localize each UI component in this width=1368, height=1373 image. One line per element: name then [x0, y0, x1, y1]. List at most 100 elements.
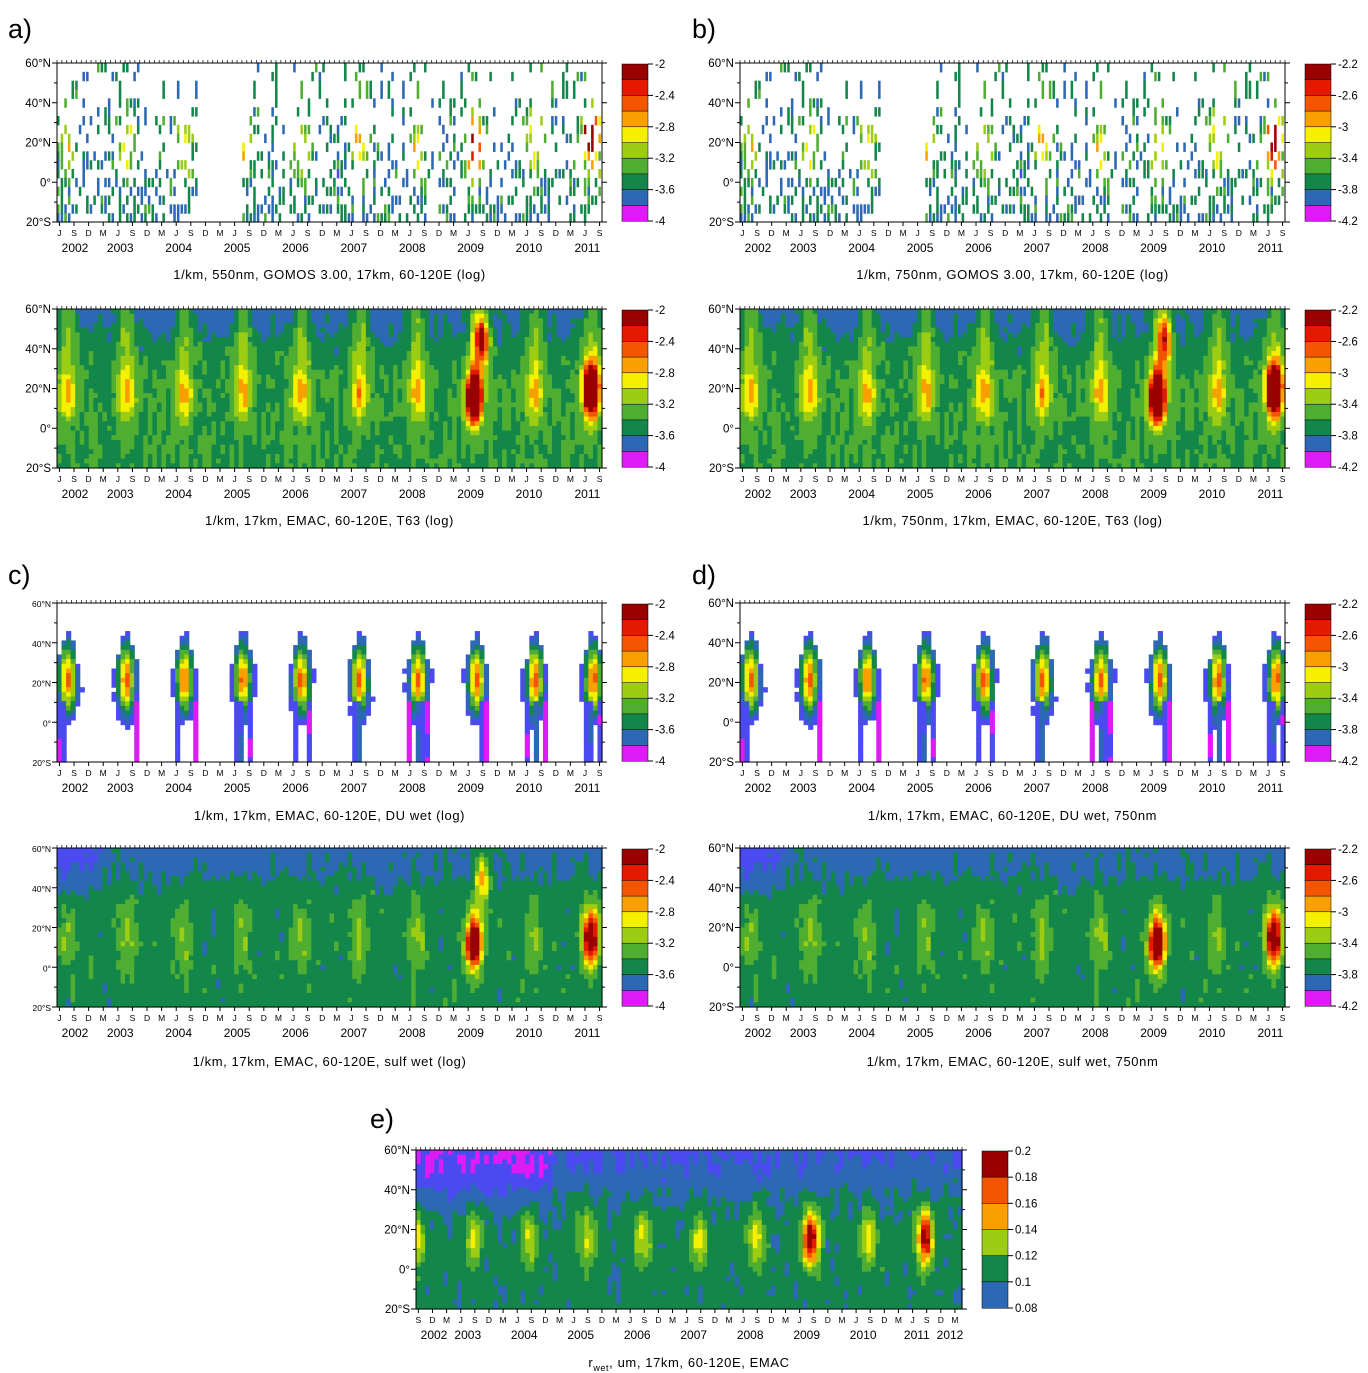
heatmap-cell	[225, 346, 231, 352]
heatmap-cell	[57, 435, 63, 441]
heatmap-cell	[125, 379, 131, 385]
heatmap-cell	[384, 379, 390, 385]
heatmap-cell	[311, 355, 317, 362]
heatmap-cell	[433, 341, 440, 348]
heatmap-cell	[1125, 204, 1128, 214]
heatmap-cell	[478, 177, 482, 188]
heatmap-cell	[162, 195, 165, 205]
heatmap-cell	[311, 402, 317, 408]
heatmap-cell	[129, 393, 135, 399]
heatmap-cell	[188, 430, 194, 436]
heatmap-cell	[106, 360, 113, 366]
heatmap-cell	[304, 124, 307, 135]
heatmap-cell	[243, 351, 249, 357]
heatmap-cell	[874, 186, 877, 197]
heatmap-cell	[1136, 98, 1139, 108]
heatmap-cell	[1114, 151, 1117, 161]
heatmap-cell	[388, 430, 394, 436]
heatmap-cell	[225, 463, 231, 469]
heatmap-cell	[225, 425, 231, 432]
heatmap-cell	[256, 204, 260, 214]
heatmap-cell	[256, 63, 260, 73]
heatmap-cell	[1176, 213, 1179, 223]
heatmap-cell	[84, 351, 90, 357]
heatmap-cell	[329, 374, 335, 380]
heatmap-cell	[152, 313, 158, 319]
heatmap-cell	[329, 323, 335, 329]
heatmap-cell	[790, 116, 794, 126]
heatmap-cell	[156, 449, 163, 455]
heatmap-cell	[147, 463, 153, 469]
heatmap-cell	[1205, 177, 1208, 188]
heatmap-cell	[70, 327, 76, 333]
heatmap-cell	[84, 430, 90, 436]
heatmap-cell	[302, 383, 308, 390]
heatmap-cell	[147, 383, 153, 390]
heatmap-cell	[415, 439, 421, 446]
heatmap-cell	[743, 160, 747, 170]
heatmap-cell	[300, 124, 303, 135]
heatmap-cell	[783, 204, 787, 214]
heatmap-cell	[1023, 169, 1026, 179]
heatmap-cell	[116, 397, 122, 404]
heatmap-cell	[438, 421, 444, 427]
heatmap-cell	[97, 365, 104, 371]
heatmap-cell	[329, 379, 335, 385]
heatmap-cell	[452, 323, 458, 329]
heatmap-cell	[288, 402, 294, 408]
x-month-label: D	[261, 228, 267, 238]
heatmap-cell	[365, 355, 371, 362]
heatmap-cell	[288, 309, 294, 315]
heatmap-cell	[391, 204, 394, 214]
heatmap-cell	[388, 439, 394, 446]
heatmap-cell	[370, 463, 376, 469]
heatmap-cell	[93, 323, 99, 329]
heatmap-cell	[120, 453, 126, 460]
heatmap-cell	[243, 430, 249, 436]
heatmap-cell	[1274, 133, 1277, 144]
heatmap-cell	[365, 449, 371, 455]
heatmap-cell	[66, 444, 72, 450]
heatmap-cell	[143, 337, 149, 343]
heatmap-cell	[507, 151, 511, 161]
heatmap-cell	[234, 421, 240, 427]
heatmap-cell	[543, 204, 547, 214]
heatmap-cell	[415, 430, 421, 436]
heatmap-cell	[302, 351, 308, 357]
heatmap-cell	[75, 449, 81, 455]
heatmap-cell	[438, 332, 444, 338]
heatmap-cell	[420, 439, 426, 446]
heatmap-cell	[247, 323, 253, 329]
heatmap-cell	[66, 421, 72, 427]
heatmap-cell	[102, 365, 108, 371]
heatmap-cell	[1212, 63, 1215, 73]
heatmap-cell	[57, 374, 63, 380]
heatmap-cell	[379, 365, 385, 371]
heatmap-cell	[234, 332, 240, 338]
heatmap-cell	[279, 355, 285, 362]
heatmap-cell	[220, 416, 226, 422]
colorbar-label: -2.2	[1338, 59, 1358, 71]
heatmap-cell	[170, 346, 176, 352]
heatmap-cell	[1226, 186, 1230, 197]
heatmap-cell	[140, 186, 144, 197]
heatmap-cell	[84, 318, 90, 324]
heatmap-cell	[275, 435, 281, 441]
heatmap-cell	[379, 346, 385, 352]
heatmap-cell	[379, 425, 385, 432]
heatmap-cell	[193, 360, 199, 366]
heatmap-cell	[961, 213, 965, 223]
heatmap-cell	[129, 341, 135, 348]
heatmap-cell	[311, 360, 317, 366]
heatmap-cell	[138, 318, 144, 324]
heatmap-cell	[134, 313, 140, 319]
heatmap-cell	[84, 388, 90, 394]
heatmap-cell	[334, 449, 340, 455]
heatmap-cell	[120, 421, 126, 427]
heatmap-cell	[987, 177, 990, 188]
heatmap-cell	[311, 374, 317, 380]
heatmap-cell	[329, 133, 333, 144]
heatmap-cell	[1263, 124, 1266, 135]
heatmap-cell	[387, 204, 391, 214]
heatmap-cell	[365, 425, 371, 432]
